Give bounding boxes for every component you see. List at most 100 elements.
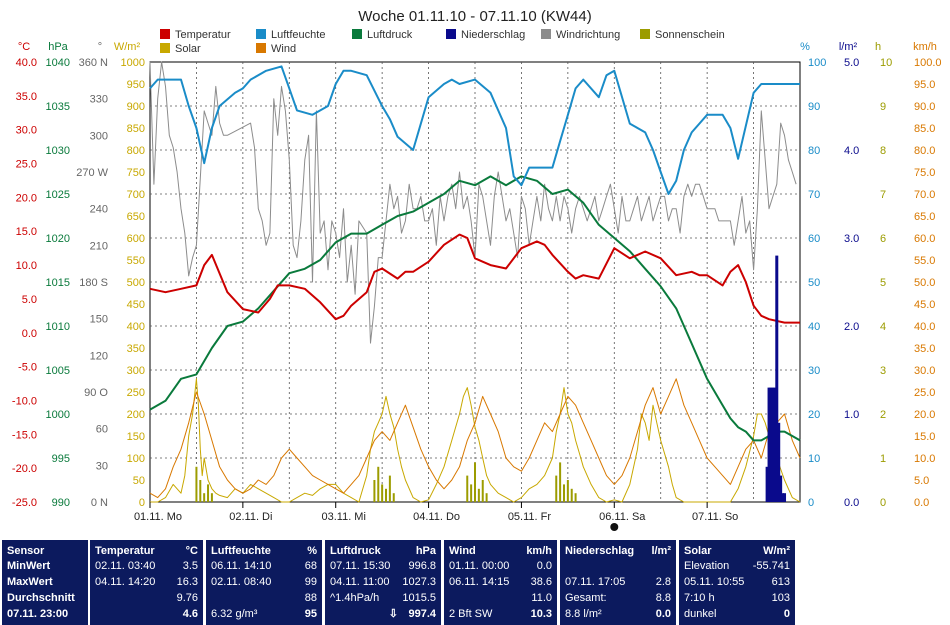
axis-tick-label: 0 [139, 497, 145, 509]
series-luftfeuchte [149, 65, 800, 195]
series-wind [149, 378, 801, 499]
sunshine-bar [392, 493, 395, 502]
axis-tick-label: 600 [127, 233, 145, 245]
legend-label: Niederschlag [461, 29, 525, 41]
axis-unit: km/h [913, 41, 937, 53]
rain-current: 0.0 [655, 608, 671, 620]
precipitation-bar [771, 387, 775, 502]
axis-tick-label: 30.0 [914, 365, 935, 377]
axis-tick-label: 15.0 [914, 431, 935, 443]
temp-min-time: 02.11. 03:40 [95, 560, 156, 572]
axis-tick-label: 900 [127, 101, 145, 113]
axis-tick-label: 20.0 [914, 409, 935, 421]
axis-tick-label: 360 N [79, 57, 108, 69]
wind-avg: 11.0 [531, 592, 552, 604]
x-axis: 01.11. Mo 02.11. Di 03.11. Mi 04.11. Do 05.1… [134, 502, 738, 531]
precipitation-bar [783, 493, 787, 502]
axis-tick-label: 70.0 [914, 189, 935, 201]
series-temperatur [149, 233, 800, 324]
axis-tick-label: 1025 [46, 189, 70, 201]
temp-min: 3.5 [182, 560, 198, 572]
temp-current: 4.6 [182, 608, 198, 620]
legend-label: Wind [271, 43, 296, 55]
axis-tick-label: 0 [880, 497, 886, 509]
legend-label: Luftdruck [367, 29, 413, 41]
precipitation-bar [767, 387, 771, 502]
stats-sensor: Sensor MinWert MaxWert Durchschnitt 07.1… [2, 540, 88, 625]
axis-tick-label: 350 [127, 343, 145, 355]
axis-tick-label: 60 [808, 233, 820, 245]
axis-tick-label: 995 [52, 453, 70, 465]
hum-unit: % [307, 545, 317, 557]
axis-tick-label: 100 [808, 57, 826, 69]
rain-unit: l/m² [651, 545, 671, 557]
temp-avg: 9.76 [176, 592, 198, 604]
axis-tick-label: 50 [133, 475, 145, 487]
axis-tick-label: 5 [880, 277, 886, 289]
axis-tick-label: -20.0 [12, 463, 37, 475]
axis-tick-label: 3.0 [844, 233, 859, 245]
axis-tick-label: 40 [808, 321, 820, 333]
axis-tick-label: 1000 [46, 409, 70, 421]
wind-max: 38.6 [530, 576, 552, 588]
axis-tick-label: 750 [127, 167, 145, 179]
axis-tick-label: 80 [808, 145, 820, 157]
moon-phase-icon [610, 523, 619, 531]
plot-grid [149, 61, 801, 503]
axis-tick-label: 1.0 [844, 409, 859, 421]
sunshine-bar [203, 493, 206, 502]
axis-tick-label: 3 [880, 365, 886, 377]
rain-total-label: Gesamt: [565, 592, 607, 604]
solar-max: 613 [771, 576, 790, 588]
axis-tick-label: 25.0 [914, 387, 935, 399]
axis-tick-label: 40.0 [914, 321, 935, 333]
x-tick-label: 01.11. Mo [134, 511, 182, 523]
axis-tick-label: 8 [880, 145, 886, 157]
legend-swatch [446, 29, 456, 39]
rain-rate: 8.8 l/m² [565, 608, 602, 620]
axis-tick-label: 60 [96, 424, 108, 436]
series-windrichtung [149, 61, 797, 344]
axis-unit: h [875, 41, 881, 53]
plot-series [149, 61, 801, 503]
axis-tick-label: 30 [96, 460, 108, 472]
axis-tick-label: 9 [880, 101, 886, 113]
sunshine-bar [481, 480, 484, 502]
wind-bft: 2 Bft SW [449, 608, 493, 620]
sensor-header: Sensor [7, 545, 45, 557]
sunshine-bar [474, 462, 476, 502]
axis-tick-label: 35.0 [16, 91, 37, 103]
axis-tick-label: 10 [880, 57, 892, 69]
weather-chart: Woche 01.11.10 - 07.11.10 (KW44) Tempera… [12, 8, 942, 531]
axis-tick-label: 35.0 [914, 343, 935, 355]
axis-tick-label: 4 [880, 321, 886, 333]
stats-solar: Solar W/m² Elevation -55.741 05.11. 10:55 6… [679, 540, 795, 625]
axis-tick-label: 10 [808, 453, 820, 465]
axis-tick-label: 270 W [76, 167, 108, 179]
stats-wind: Wind km/h 01.11. 00:00 0.0 06.11. 14:15 38.… [444, 540, 557, 625]
legend-swatch [640, 29, 650, 39]
x-tick-label: 04.11. Do [413, 511, 460, 523]
rain-header: Niederschlag [565, 545, 635, 557]
precipitation-bar [769, 387, 773, 502]
falling-arrow-icon: ⇩ [388, 608, 398, 620]
hum-current: 95 [304, 608, 317, 620]
wind-header: Wind [449, 545, 476, 557]
axis-tick-label: 0.0 [22, 328, 37, 340]
legend-label: Luftfeuchte [271, 29, 325, 41]
axis-tick-label: 210 [90, 240, 108, 252]
row-max-label: MaxWert [7, 576, 53, 588]
axis-tick-label: 30.0 [16, 125, 37, 137]
axis-unit: hPa [48, 41, 68, 53]
axis-tick-label: 100.0 [914, 57, 942, 69]
solar-elev-label: Elevation [684, 560, 730, 572]
axis-tick-label: 250 [127, 387, 145, 399]
sunshine-bar [381, 484, 384, 502]
rain-max: 2.8 [655, 576, 671, 588]
axis-tick-label: 50 [808, 277, 820, 289]
solar-state: dunkel [684, 608, 717, 620]
axis-tick-label: 5.0 [914, 475, 929, 487]
precipitation-bar [781, 493, 785, 502]
sunshine-bar [195, 466, 198, 502]
stats-rain: Niederschlag l/m² 07.11. 17:05 2.8 Gesamt:… [560, 540, 676, 625]
